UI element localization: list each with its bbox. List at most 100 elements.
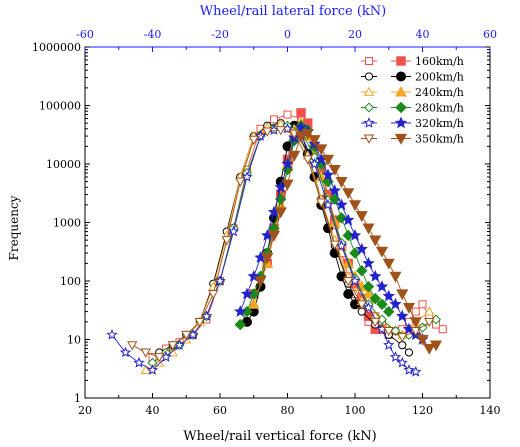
data-point bbox=[369, 235, 382, 247]
y-tick-label: 10 bbox=[67, 334, 81, 347]
data-point bbox=[402, 303, 416, 314]
data-point bbox=[382, 258, 395, 270]
data-point bbox=[221, 236, 232, 246]
legend-entry: 280km/h bbox=[361, 102, 464, 115]
data-point bbox=[356, 300, 367, 310]
legend-entry: 320km/h bbox=[361, 116, 464, 130]
data-point bbox=[349, 247, 361, 259]
data-point bbox=[274, 207, 287, 219]
data-point bbox=[321, 154, 335, 166]
data-point bbox=[389, 297, 402, 310]
data-point bbox=[389, 271, 402, 283]
data-point bbox=[296, 108, 306, 118]
data-point bbox=[328, 184, 341, 196]
x-tick-label: 60 bbox=[213, 404, 227, 417]
axis-ticks: 20 40 60 80 100 120 140 -60 -40 -20 0 20 40 60 1 10 100 1… bbox=[32, 28, 501, 417]
data-point bbox=[362, 301, 375, 313]
x2-tick-label: 60 bbox=[483, 28, 497, 41]
data-point bbox=[369, 292, 381, 305]
data-point bbox=[403, 364, 415, 375]
x2-tick-label: 40 bbox=[416, 28, 430, 41]
data-point bbox=[335, 212, 348, 224]
data-point bbox=[369, 269, 382, 282]
y-axis-title: Frequency bbox=[7, 195, 21, 260]
data-point bbox=[301, 129, 314, 140]
data-marks bbox=[106, 108, 447, 377]
legend-marker-open bbox=[365, 57, 373, 65]
x-tick-label: 80 bbox=[281, 404, 295, 417]
x2-tick-label: -20 bbox=[211, 28, 229, 41]
data-point bbox=[375, 246, 389, 258]
series-160kmh-lateral bbox=[148, 110, 447, 362]
x-tick-label: 100 bbox=[345, 404, 366, 417]
data-point bbox=[302, 155, 313, 165]
legend-marker-filled bbox=[396, 71, 406, 82]
data-point bbox=[383, 339, 395, 350]
legend-label: 240km/h bbox=[415, 86, 464, 99]
data-point bbox=[382, 289, 395, 302]
legend-marker-open bbox=[363, 102, 375, 113]
data-point bbox=[343, 277, 354, 287]
series-350kmh-lateral bbox=[127, 126, 435, 363]
data-point bbox=[424, 317, 435, 328]
data-point bbox=[342, 188, 355, 200]
data-point bbox=[342, 213, 355, 226]
legend-entry: 200km/h bbox=[361, 71, 464, 84]
data-point bbox=[208, 290, 219, 300]
data-point bbox=[167, 341, 178, 351]
data-point bbox=[294, 131, 308, 143]
data-point bbox=[383, 305, 395, 318]
data-point bbox=[274, 180, 287, 193]
data-point bbox=[429, 340, 443, 352]
data-point bbox=[423, 343, 436, 355]
data-point bbox=[254, 276, 267, 288]
data-point bbox=[235, 177, 246, 187]
data-point bbox=[424, 306, 435, 316]
data-point bbox=[322, 175, 334, 188]
y-tick-label: 1000 bbox=[53, 217, 81, 230]
data-point bbox=[335, 176, 348, 188]
data-point bbox=[389, 351, 402, 362]
legend-marker-open bbox=[363, 86, 375, 96]
series-350kmh-vertical bbox=[254, 129, 443, 355]
data-point bbox=[240, 287, 254, 300]
legend-label: 200km/h bbox=[415, 71, 464, 84]
data-point bbox=[181, 330, 192, 341]
legend-label: 280km/h bbox=[415, 102, 464, 115]
data-point bbox=[362, 256, 375, 269]
data-point bbox=[248, 135, 259, 146]
data-point bbox=[356, 264, 368, 277]
legend-marker-open bbox=[363, 134, 375, 144]
data-point bbox=[267, 230, 281, 242]
x-tick-label: 140 bbox=[480, 404, 501, 417]
data-point bbox=[335, 198, 348, 211]
y-tick-label: 1 bbox=[74, 392, 81, 405]
data-point bbox=[375, 280, 389, 292]
x2-tick-label: -40 bbox=[144, 28, 162, 41]
data-point bbox=[316, 198, 327, 208]
data-point bbox=[355, 211, 368, 223]
data-point bbox=[234, 305, 247, 317]
data-point bbox=[262, 127, 273, 137]
data-point bbox=[410, 365, 422, 377]
data-point bbox=[398, 341, 407, 350]
data-point bbox=[328, 165, 341, 176]
data-point bbox=[106, 328, 118, 340]
data-point bbox=[270, 115, 278, 124]
data-point bbox=[329, 240, 340, 250]
data-point bbox=[409, 317, 422, 329]
legend-marker-filled bbox=[394, 133, 408, 145]
x-tick-label: 20 bbox=[78, 404, 92, 417]
legend-entry: 240km/h bbox=[361, 85, 464, 99]
data-point bbox=[227, 225, 240, 237]
data-point bbox=[343, 288, 354, 299]
data-point bbox=[416, 334, 429, 346]
legend: 160km/h 200km/h 240km/h 280km/h 320km/h 350km… bbox=[361, 55, 464, 146]
legend-marker-open bbox=[364, 72, 374, 81]
series-200kmh-vertical bbox=[242, 120, 360, 327]
data-point bbox=[362, 280, 375, 293]
legend-marker-open bbox=[363, 117, 375, 128]
data-point bbox=[154, 353, 165, 363]
data-point bbox=[322, 198, 334, 210]
